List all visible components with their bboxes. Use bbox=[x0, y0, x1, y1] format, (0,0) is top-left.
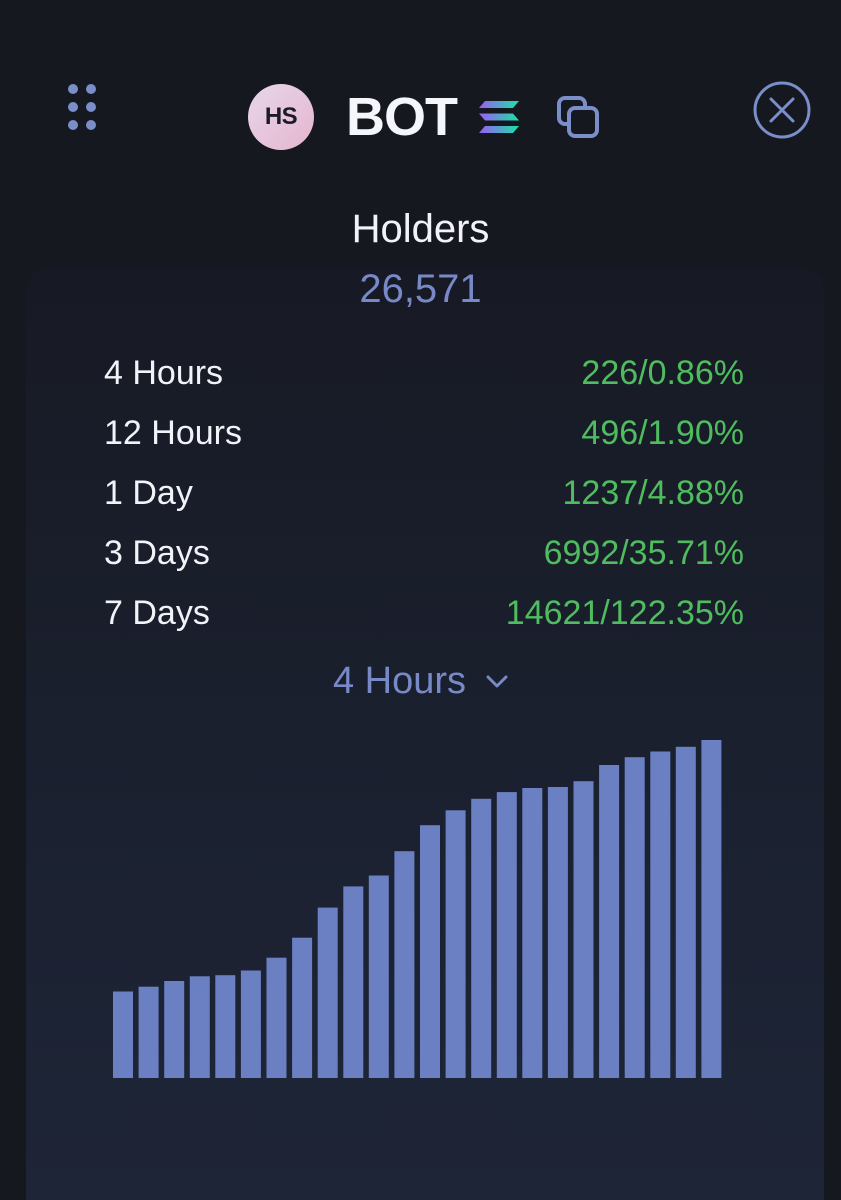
stat-label: 1 Day bbox=[104, 473, 193, 512]
solana-icon bbox=[479, 101, 519, 133]
token-header: HS BOT bbox=[248, 84, 601, 150]
chart-bar bbox=[164, 981, 185, 1078]
holder-change-list: 4 Hours 226/0.86% 12 Hours 496/1.90% 1 D… bbox=[104, 343, 744, 643]
chart-bar bbox=[189, 976, 210, 1078]
menu-grid-icon[interactable] bbox=[68, 84, 96, 132]
stat-row-7-days: 7 Days 14621/122.35% bbox=[104, 583, 744, 643]
chart-bar bbox=[547, 787, 568, 1078]
chart-bar bbox=[317, 907, 338, 1078]
chart-bar bbox=[292, 937, 313, 1078]
stat-row-4-hours: 4 Hours 226/0.86% bbox=[104, 343, 744, 403]
period-selected-label: 4 Hours bbox=[332, 660, 467, 702]
stat-row-1-day: 1 Day 1237/4.88% bbox=[104, 463, 744, 523]
stat-value: 226/0.86% bbox=[581, 353, 744, 392]
stat-label: 12 Hours bbox=[104, 413, 242, 452]
stat-value: 1237/4.88% bbox=[562, 473, 745, 512]
chart-bar bbox=[266, 957, 287, 1078]
chart-bar bbox=[394, 851, 415, 1078]
token-avatar: HS bbox=[248, 84, 314, 150]
chart-bar bbox=[343, 886, 364, 1078]
chart-bar bbox=[215, 975, 236, 1078]
chart-bar bbox=[675, 746, 696, 1078]
holders-count: 26,571 bbox=[359, 267, 482, 311]
holders-title: Holders bbox=[351, 207, 490, 251]
period-dropdown[interactable]: 4 Hours bbox=[0, 660, 841, 703]
chart-bar bbox=[445, 810, 466, 1078]
chart-bar bbox=[240, 970, 261, 1078]
chart-bar bbox=[138, 986, 159, 1078]
chart-bar bbox=[471, 798, 492, 1078]
chart-bar bbox=[650, 751, 671, 1078]
stat-value: 14621/122.35% bbox=[505, 593, 744, 632]
chart-bar bbox=[420, 825, 440, 1078]
chart-bar bbox=[113, 991, 133, 1078]
chart-bar bbox=[573, 781, 594, 1078]
stat-value: 6992/35.71% bbox=[543, 533, 744, 572]
chart-bar bbox=[522, 788, 543, 1078]
chart-bar bbox=[624, 757, 645, 1078]
chart-bar bbox=[701, 740, 722, 1078]
stat-value: 496/1.90% bbox=[581, 413, 744, 452]
chevron-down-icon bbox=[486, 675, 508, 687]
stat-label: 3 Days bbox=[104, 533, 210, 572]
chart-bar bbox=[368, 875, 389, 1078]
close-icon[interactable] bbox=[752, 80, 812, 140]
chart-bar bbox=[496, 792, 517, 1078]
token-name: BOT bbox=[346, 87, 458, 147]
chart-bar bbox=[599, 765, 620, 1078]
copy-icon[interactable] bbox=[555, 94, 601, 140]
stat-label: 7 Days bbox=[104, 593, 210, 632]
stat-label: 4 Hours bbox=[104, 353, 224, 392]
stat-row-3-days: 3 Days 6992/35.71% bbox=[104, 523, 744, 583]
stat-row-12-hours: 12 Hours 496/1.90% bbox=[104, 403, 744, 463]
